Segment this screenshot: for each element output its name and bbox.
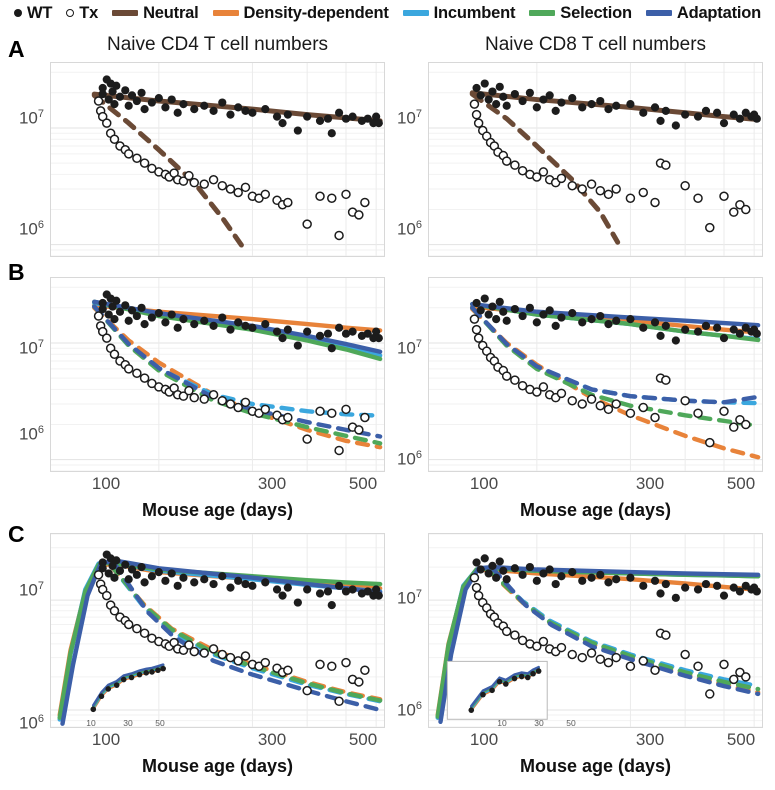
- ytick-c-right-1e6: 106: [396, 700, 422, 720]
- xtick-b-left-100: 100: [91, 474, 121, 493]
- plot-b-cd8: [428, 277, 763, 472]
- xtick-b-right-100: 100: [469, 474, 499, 493]
- inset-tick-c-left-10: 10: [86, 718, 96, 728]
- xtick-c-left-100: 100: [91, 730, 121, 749]
- legend-item-selection: Selection: [529, 4, 632, 23]
- ytick-a-left-1e7: 107: [18, 108, 44, 128]
- legend-item-wt: WT: [13, 3, 53, 23]
- ytick-b-left-1e7: 107: [18, 338, 44, 358]
- line-swatch-selection-icon: [529, 10, 556, 16]
- legend-label-wt: WT: [26, 3, 53, 22]
- plot-b-cd4: [50, 277, 385, 472]
- inset-tick-c-right-50: 50: [566, 718, 576, 728]
- legend-label-tx: Tx: [79, 3, 99, 22]
- xtick-c-right-300: 300: [635, 730, 665, 749]
- column-title-cd8: Naive CD8 T cell numbers: [484, 34, 707, 55]
- xtick-c-right-100: 100: [469, 730, 499, 749]
- ytick-c-left-1e7: 107: [18, 580, 44, 600]
- legend-item-incumbent: Incumbent: [402, 3, 516, 23]
- ytick-a-right-1e7: 107: [396, 108, 422, 128]
- plot-a-cd8: [428, 62, 763, 257]
- ytick-c-left-1e6: 106: [18, 713, 44, 733]
- xaxis-title-c-left: Mouse age (days): [141, 756, 294, 776]
- legend-item-tx: Tx: [66, 4, 98, 23]
- xaxis-title-c-right: Mouse age (days): [519, 756, 672, 776]
- inset-tick-c-right-10: 10: [497, 718, 507, 728]
- legend-label-incumbent: Incumbent: [433, 3, 516, 22]
- legend-label-adaptation: Adaptation: [676, 3, 762, 22]
- xaxis-title-b-left: Mouse age (days): [141, 500, 294, 520]
- xtick-b-left-300: 300: [257, 474, 287, 493]
- ytick-a-right-1e6: 106: [396, 219, 422, 239]
- xtick-b-right-300: 300: [635, 474, 665, 493]
- inset-tick-c-left-30: 30: [123, 718, 133, 728]
- xtick-b-right-500: 500: [726, 474, 756, 493]
- panel-label-c: C: [8, 521, 25, 547]
- plot-c-cd8: [428, 533, 763, 728]
- legend-label-neutral: Neutral: [143, 3, 199, 22]
- legend-item-neutral: Neutral: [112, 3, 199, 23]
- ytick-c-right-1e7: 107: [396, 588, 422, 608]
- column-title-cd4: Naive CD4 T cell numbers: [106, 34, 329, 55]
- legend-label-density-dependent: Density-dependent: [243, 3, 389, 22]
- legend-item-density-dependent: Density-dependent: [212, 3, 389, 23]
- panel-label-a: A: [8, 36, 25, 62]
- xtick-c-right-500: 500: [726, 730, 756, 749]
- xtick-c-left-500: 500: [348, 730, 378, 749]
- xtick-c-left-300: 300: [257, 730, 287, 749]
- panel-label-b: B: [8, 259, 25, 285]
- figure-legend: WT Tx Neutral Density-dependent Incumben…: [0, 0, 775, 26]
- xaxis-title-b-right: Mouse age (days): [519, 500, 672, 520]
- ytick-a-left-1e6: 106: [18, 219, 44, 239]
- plot-a-cd4: [50, 62, 385, 257]
- line-swatch-adaptation-icon: [645, 10, 672, 16]
- open-circle-icon: [66, 9, 75, 17]
- filled-circle-icon: [13, 9, 22, 17]
- ytick-b-right-1e7: 107: [396, 338, 422, 358]
- inset-tick-c-right-30: 30: [534, 718, 544, 728]
- line-swatch-incumbent-icon: [402, 10, 429, 16]
- legend-label-selection: Selection: [560, 3, 632, 22]
- ytick-b-left-1e6: 106: [18, 424, 44, 444]
- plot-c-cd4: [50, 533, 385, 728]
- legend-item-adaptation: Adaptation: [645, 3, 762, 23]
- xtick-b-left-500: 500: [348, 474, 378, 493]
- line-swatch-neutral-icon: [112, 10, 139, 16]
- inset-tick-c-left-50: 50: [155, 718, 165, 728]
- ytick-b-right-1e6: 106: [396, 449, 422, 469]
- line-swatch-density-dependent-icon: [212, 10, 239, 16]
